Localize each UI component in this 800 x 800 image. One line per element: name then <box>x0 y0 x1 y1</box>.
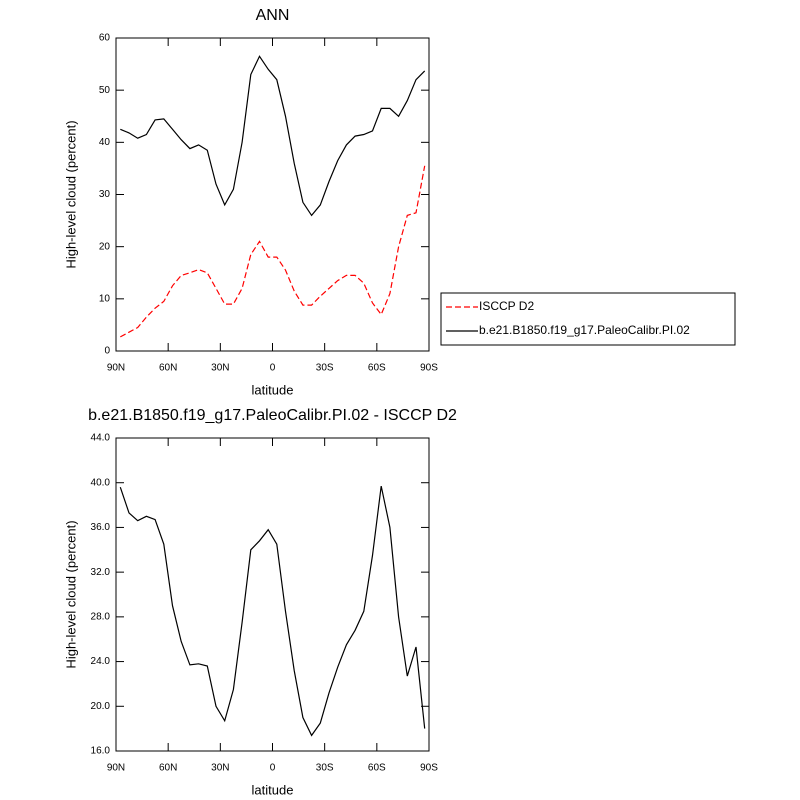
y-tick-label: 20 <box>99 241 111 252</box>
x-tick-label: 60S <box>368 763 386 774</box>
y-tick-label: 50 <box>99 85 111 96</box>
x-tick-label: 90S <box>420 763 438 774</box>
y-tick-label: 10 <box>99 293 111 304</box>
x-tick-label: 30N <box>211 763 229 774</box>
y-axis-label: High-level cloud (percent) <box>63 520 78 668</box>
x-tick-label: 30N <box>211 363 229 374</box>
y-tick-label: 40 <box>99 137 111 148</box>
legend-box <box>440 292 736 346</box>
x-tick-label: 30S <box>316 763 334 774</box>
data-line <box>119 485 426 737</box>
chart-title: ANN <box>256 7 290 24</box>
y-tick-label: 32.0 <box>91 567 111 578</box>
x-axis-label: latitude <box>252 782 294 797</box>
y-tick-label: 20.0 <box>91 701 111 712</box>
y-tick-label: 36.0 <box>91 522 111 533</box>
y-tick-label: 40.0 <box>91 477 111 488</box>
y-tick-label: 60 <box>99 33 111 44</box>
y-tick-label: 0 <box>104 346 110 357</box>
x-tick-label: 60N <box>159 763 177 774</box>
legend-label: b.e21.B1850.f19_g17.PaleoCalibr.PI.02 <box>479 323 690 337</box>
plot-frame <box>115 37 430 352</box>
x-axis-label: latitude <box>252 382 294 397</box>
legend-label: ISCCP D2 <box>479 299 534 313</box>
x-tick-label: 90N <box>107 763 125 774</box>
y-tick-label: 16.0 <box>91 746 111 757</box>
x-tick-label: 60N <box>159 363 177 374</box>
y-tick-label: 24.0 <box>91 656 111 667</box>
y-tick-label: 44.0 <box>91 433 111 444</box>
y-tick-label: 28.0 <box>91 611 111 622</box>
y-axis-label: High-level cloud (percent) <box>63 120 78 268</box>
x-tick-label: 90N <box>107 363 125 374</box>
x-tick-label: 90S <box>420 363 438 374</box>
plot-frame <box>115 437 430 752</box>
data-line <box>120 165 426 338</box>
x-tick-label: 0 <box>270 763 276 774</box>
x-tick-label: 30S <box>316 363 334 374</box>
y-tick-label: 30 <box>99 189 111 200</box>
x-tick-label: 60S <box>368 363 386 374</box>
data-line <box>120 55 426 217</box>
chart-title: b.e21.B1850.f19_g17.PaleoCalibr.PI.02 - … <box>88 407 457 424</box>
x-tick-label: 0 <box>270 363 276 374</box>
